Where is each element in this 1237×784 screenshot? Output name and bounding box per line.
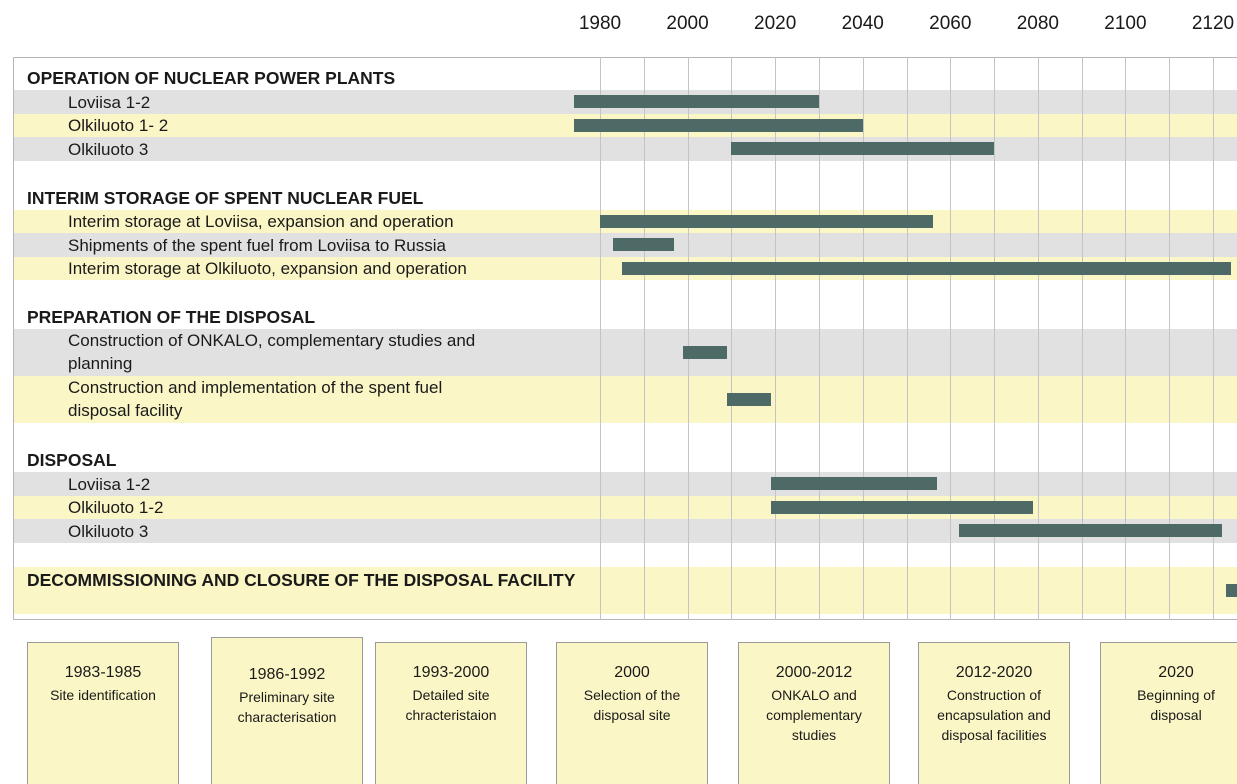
milestone-box: 2012-2020 Construction of encapsulation a… xyxy=(918,642,1070,784)
grid-line xyxy=(643,57,645,620)
bar xyxy=(770,500,1034,514)
milestone-period: 2020 xyxy=(1158,664,1194,681)
row-band xyxy=(13,376,1237,423)
grid-line xyxy=(731,57,733,620)
grid-line xyxy=(1213,57,1214,620)
task-label: Loviisa 1-2 xyxy=(68,92,151,112)
milestone-box: 1993-2000 Detailed site chracteristaion xyxy=(375,642,527,784)
task-label: Construction and implementation of the s… xyxy=(68,378,443,420)
bar xyxy=(621,261,1231,275)
row-band xyxy=(13,329,1237,376)
task-label: Interim storage at Olkiluoto, expansion … xyxy=(68,259,467,278)
grid-line xyxy=(818,57,820,620)
milestone-text: ONKALO and complementary studies xyxy=(766,687,862,743)
grid-line xyxy=(862,57,864,620)
x-tick-label: 2120 xyxy=(1191,13,1235,34)
section-heading: INTERIM STORAGE OF SPENT NUCLEAR FUEL xyxy=(27,187,424,208)
grid-line xyxy=(906,57,908,620)
x-tick-label: 2060 xyxy=(929,13,972,34)
bar xyxy=(613,238,675,252)
section-heading: OPERATION OF NUCLEAR POWER PLANTS xyxy=(27,68,396,88)
x-tick-label: 2080 xyxy=(1016,13,1059,34)
x-tick-label: 2020 xyxy=(754,13,797,34)
task-label: Olkiluoto 1-2 xyxy=(68,498,164,517)
grid-line xyxy=(950,57,952,620)
bar xyxy=(959,524,1222,538)
task-label: Loviisa 1-2 xyxy=(68,474,151,494)
grid-line xyxy=(600,57,601,620)
chart-frame xyxy=(13,57,1237,620)
x-tick-label: 2040 xyxy=(841,13,884,34)
milestone-period: 2000 xyxy=(614,664,650,681)
milestone-period: 1993-2000 xyxy=(412,664,490,681)
row-band xyxy=(13,519,1237,543)
bar xyxy=(1226,583,1237,597)
milestone-text: Site identification xyxy=(50,687,156,703)
milestone-period: 2012-2020 xyxy=(955,664,1033,681)
task-label: Olkiluoto 1- 2 xyxy=(68,116,169,135)
milestone-box: 2020 Beginning of disposal xyxy=(1100,642,1237,784)
section-heading: DECOMMISSIONING AND CLOSURE OF THE DISPO… xyxy=(27,569,576,590)
milestone-period: 1983-1985 xyxy=(64,664,142,681)
section-heading: DISPOSAL xyxy=(27,450,117,470)
task-label: Shipments of the spent fuel from Loviisa… xyxy=(68,235,446,255)
task-label: Construction of ONKALO, complementary st… xyxy=(68,331,476,373)
bar xyxy=(770,477,938,491)
grid-line xyxy=(1037,57,1039,620)
row-band xyxy=(13,566,1237,614)
grid-line xyxy=(994,57,996,620)
bar xyxy=(573,95,819,109)
milestone-text: Preliminary site characterisation xyxy=(237,689,337,725)
milestone-text: Detailed site chracteristaion xyxy=(405,687,497,723)
milestone-text: Beginning of disposal xyxy=(1137,687,1215,723)
bar xyxy=(731,142,995,156)
x-tick-label: 1980 xyxy=(578,13,622,34)
milestone-text: Construction of encapsulation and dispos… xyxy=(937,687,1051,743)
milestone-period: 1986-1992 xyxy=(248,666,326,683)
x-tick-label: 2000 xyxy=(666,13,709,34)
task-label: Olkiluoto 3 xyxy=(68,139,149,159)
milestone-box: 1983-1985 Site identification xyxy=(27,642,179,784)
task-label: Olkiluoto 3 xyxy=(68,521,149,541)
bar xyxy=(683,346,727,359)
milestone-text: Selection of the disposal site xyxy=(583,687,681,723)
milestone-box: 2000 Selection of the disposal site xyxy=(556,642,708,784)
bar xyxy=(600,214,933,228)
milestone-box: 2000-2012 ONKALO and complementary studie… xyxy=(738,642,890,784)
section-heading: PREPARATION OF THE DISPOSAL xyxy=(27,307,316,327)
grid-line xyxy=(1125,57,1127,620)
grid-line xyxy=(1169,57,1171,620)
task-label: Interim storage at Loviisa, expansion an… xyxy=(68,212,454,231)
grid-line xyxy=(775,57,777,620)
milestone-box: 1986-1992 Preliminary site characterisati… xyxy=(211,637,363,784)
grid-line xyxy=(1081,57,1083,620)
bar xyxy=(726,393,771,406)
x-tick-label: 2100 xyxy=(1104,13,1147,34)
bar xyxy=(573,118,863,132)
milestone-period: 2000-2012 xyxy=(775,664,853,681)
grid-line xyxy=(687,57,689,620)
